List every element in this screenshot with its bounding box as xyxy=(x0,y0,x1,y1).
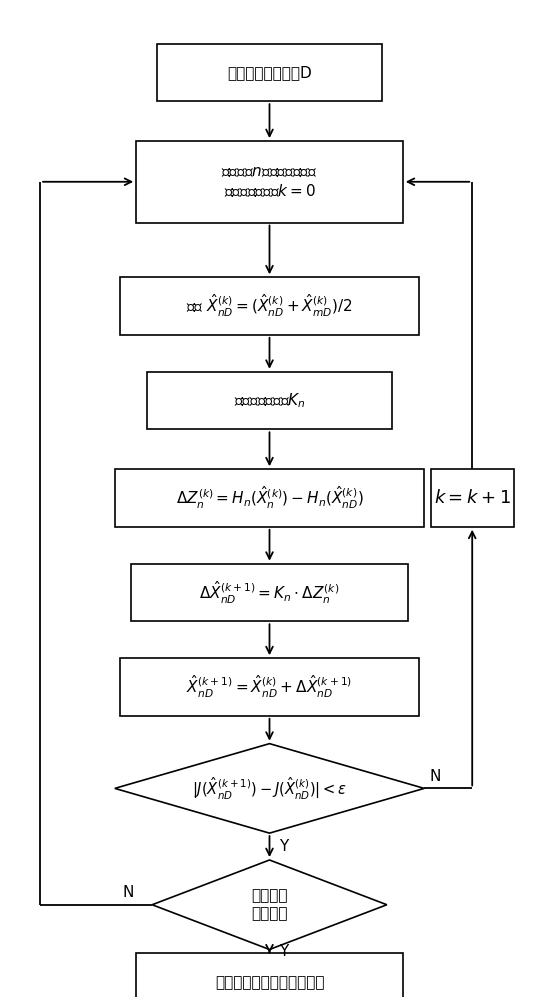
Text: 计算 $\hat{X}_{nD}^{(k)}=(\hat{X}_{nD}^{(k)}+\hat{X}_{mD}^{(k)})/2$: 计算 $\hat{X}_{nD}^{(k)}=(\hat{X}_{nD}^{(k… xyxy=(186,293,353,319)
Text: 返回总体协调状态估计结果: 返回总体协调状态估计结果 xyxy=(215,975,324,990)
Text: Y: Y xyxy=(279,944,288,959)
Polygon shape xyxy=(115,744,424,833)
FancyBboxPatch shape xyxy=(120,277,419,335)
FancyBboxPatch shape xyxy=(157,44,382,101)
Text: $\hat{X}_{nD}^{(k+1)}=\hat{X}_{nD}^{(k)}+\Delta\hat{X}_{nD}^{(k+1)}$: $\hat{X}_{nD}^{(k+1)}=\hat{X}_{nD}^{(k)}… xyxy=(186,674,353,700)
FancyBboxPatch shape xyxy=(136,141,403,223)
Text: N: N xyxy=(123,885,134,900)
FancyBboxPatch shape xyxy=(115,469,424,527)
FancyBboxPatch shape xyxy=(431,469,514,527)
Text: Y: Y xyxy=(279,839,288,854)
FancyBboxPatch shape xyxy=(120,658,419,716)
Text: N: N xyxy=(430,769,441,784)
FancyBboxPatch shape xyxy=(136,953,403,1000)
Text: 是否遍历
所有分区: 是否遍历 所有分区 xyxy=(251,889,288,921)
FancyBboxPatch shape xyxy=(147,372,392,429)
Text: $k=k+1$: $k=k+1$ xyxy=(434,489,510,507)
Text: 计算灵敏度系数$K_n$: 计算灵敏度系数$K_n$ xyxy=(233,391,306,410)
Text: $\Delta Z_n^{(k)}=H_n(\hat{X}_n^{(k)})-H_n(\hat{X}_{nD}^{(k)})$: $\Delta Z_n^{(k)}=H_n(\hat{X}_n^{(k)})-H… xyxy=(176,485,363,511)
Text: 输入所有边界节点D: 输入所有边界节点D xyxy=(227,65,312,80)
Text: $|J(\hat{X}_{nD}^{(k+1)})-J(\hat{X}_{nD}^{(k)})|<\varepsilon$: $|J(\hat{X}_{nD}^{(k+1)})-J(\hat{X}_{nD}… xyxy=(192,775,347,802)
Text: $\Delta\hat{X}_{nD}^{(k+1)}=K_n\cdot\Delta Z_n^{(k)}$: $\Delta\hat{X}_{nD}^{(k+1)}=K_n\cdot\Del… xyxy=(199,579,340,606)
FancyBboxPatch shape xyxy=(131,564,408,621)
Polygon shape xyxy=(152,860,387,949)
Text: 协调分区$n$边界节点状态变
量，取迭代变量$k=0$: 协调分区$n$边界节点状态变 量，取迭代变量$k=0$ xyxy=(222,165,317,199)
